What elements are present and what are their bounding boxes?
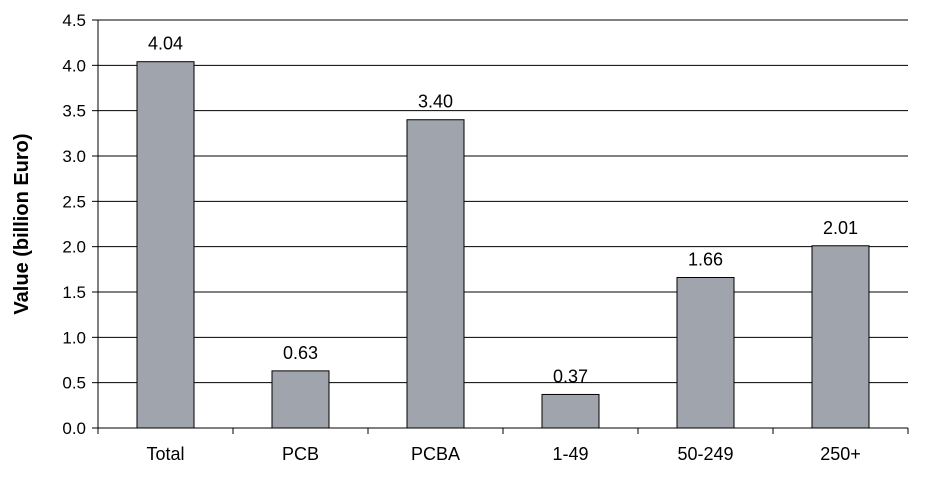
data-label: 1.66 <box>688 249 723 269</box>
bars <box>136 61 870 429</box>
bar-total <box>136 61 195 429</box>
bar-1-49 <box>541 393 600 429</box>
axes <box>97 20 908 429</box>
y-tick-label: 2.5 <box>62 192 86 211</box>
x-tick-label: PCBA <box>411 444 460 464</box>
y-tick-label: 4.0 <box>62 56 86 75</box>
data-label: 0.37 <box>553 366 588 386</box>
y-tick-labels: 0.0 0.5 1.0 1.5 2.0 2.5 3.0 3.5 4.0 4.5 <box>62 11 98 438</box>
y-tick-label: 1.0 <box>62 328 86 347</box>
data-label: 0.63 <box>283 343 318 363</box>
bar-pcba <box>406 119 465 429</box>
y-tick-label: 3.0 <box>62 147 86 166</box>
bar-250- <box>811 245 870 429</box>
y-tick-label: 4.5 <box>62 11 86 30</box>
x-tick-label: 1-49 <box>552 444 588 464</box>
x-tick-label: 250+ <box>820 444 861 464</box>
data-label: 4.04 <box>148 34 183 54</box>
data-label: 3.40 <box>418 92 453 112</box>
x-tick-label: Total <box>146 444 184 464</box>
y-tick-label: 2.0 <box>62 238 86 257</box>
y-axis-title: Value (billion Euro) <box>11 133 33 314</box>
y-tick-label: 3.5 <box>62 102 86 121</box>
data-label: 2.01 <box>823 218 858 238</box>
bar-pcb <box>271 370 330 429</box>
gridlines <box>98 19 908 384</box>
x-tick-label: 50-249 <box>677 444 733 464</box>
y-tick-label: 0.0 <box>62 419 86 438</box>
bar-50-249 <box>676 276 735 429</box>
data-labels: 4.04 0.63 3.40 0.37 1.66 2.01 <box>148 34 858 387</box>
y-tick-label: 0.5 <box>62 374 86 393</box>
x-tick-label: PCB <box>282 444 319 464</box>
x-tick-labels: Total PCB PCBA 1-49 50-249 250+ <box>97 428 909 464</box>
y-tick-label: 1.5 <box>62 283 86 302</box>
